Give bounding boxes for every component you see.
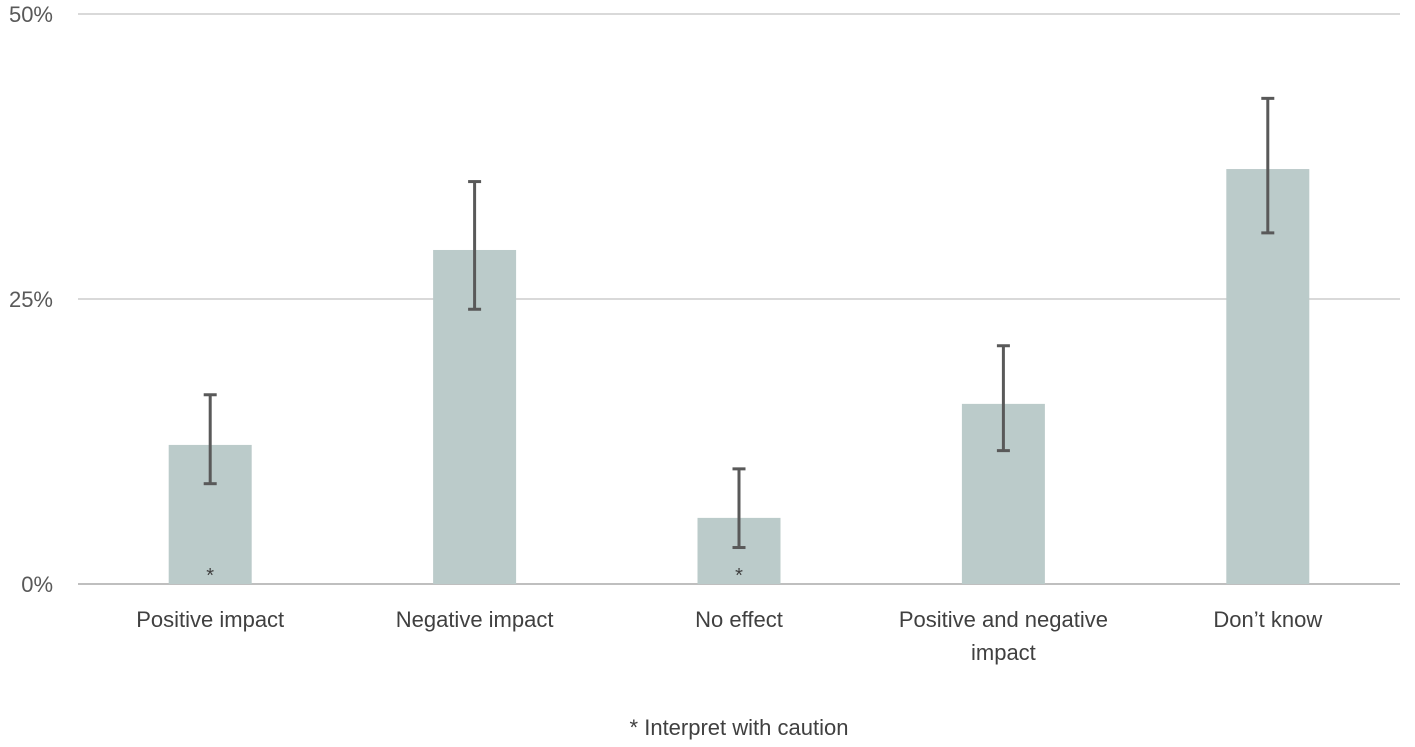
error-bar [468, 180, 482, 311]
bar [1226, 169, 1310, 585]
x-tick-label: Negative impact [396, 607, 554, 632]
x-tick-label: Positive and negative [899, 607, 1108, 632]
error-bar [732, 467, 746, 550]
error-bar [1261, 96, 1275, 235]
caution-mark: * [735, 565, 743, 587]
error-bar [996, 344, 1010, 453]
y-tick-label: 0% [21, 572, 53, 597]
y-axis-tick-labels: 0% 25% 50% [9, 2, 53, 597]
footnote: * Interpret with caution [630, 715, 849, 740]
x-tick-label: impact [971, 640, 1036, 665]
x-axis-category-labels: Positive impact Negative impact No effect P… [136, 607, 1322, 665]
error-bars [203, 96, 1275, 550]
y-tick-label: 50% [9, 2, 53, 27]
y-tick-label: 25% [9, 287, 53, 312]
x-tick-label: Don’t know [1213, 607, 1322, 632]
x-tick-label: No effect [695, 607, 783, 632]
caution-mark: * [206, 565, 214, 587]
caution-marks: * * [206, 565, 743, 587]
error-bar [203, 393, 217, 486]
x-tick-label: Positive impact [136, 607, 284, 632]
bars [168, 169, 1310, 585]
